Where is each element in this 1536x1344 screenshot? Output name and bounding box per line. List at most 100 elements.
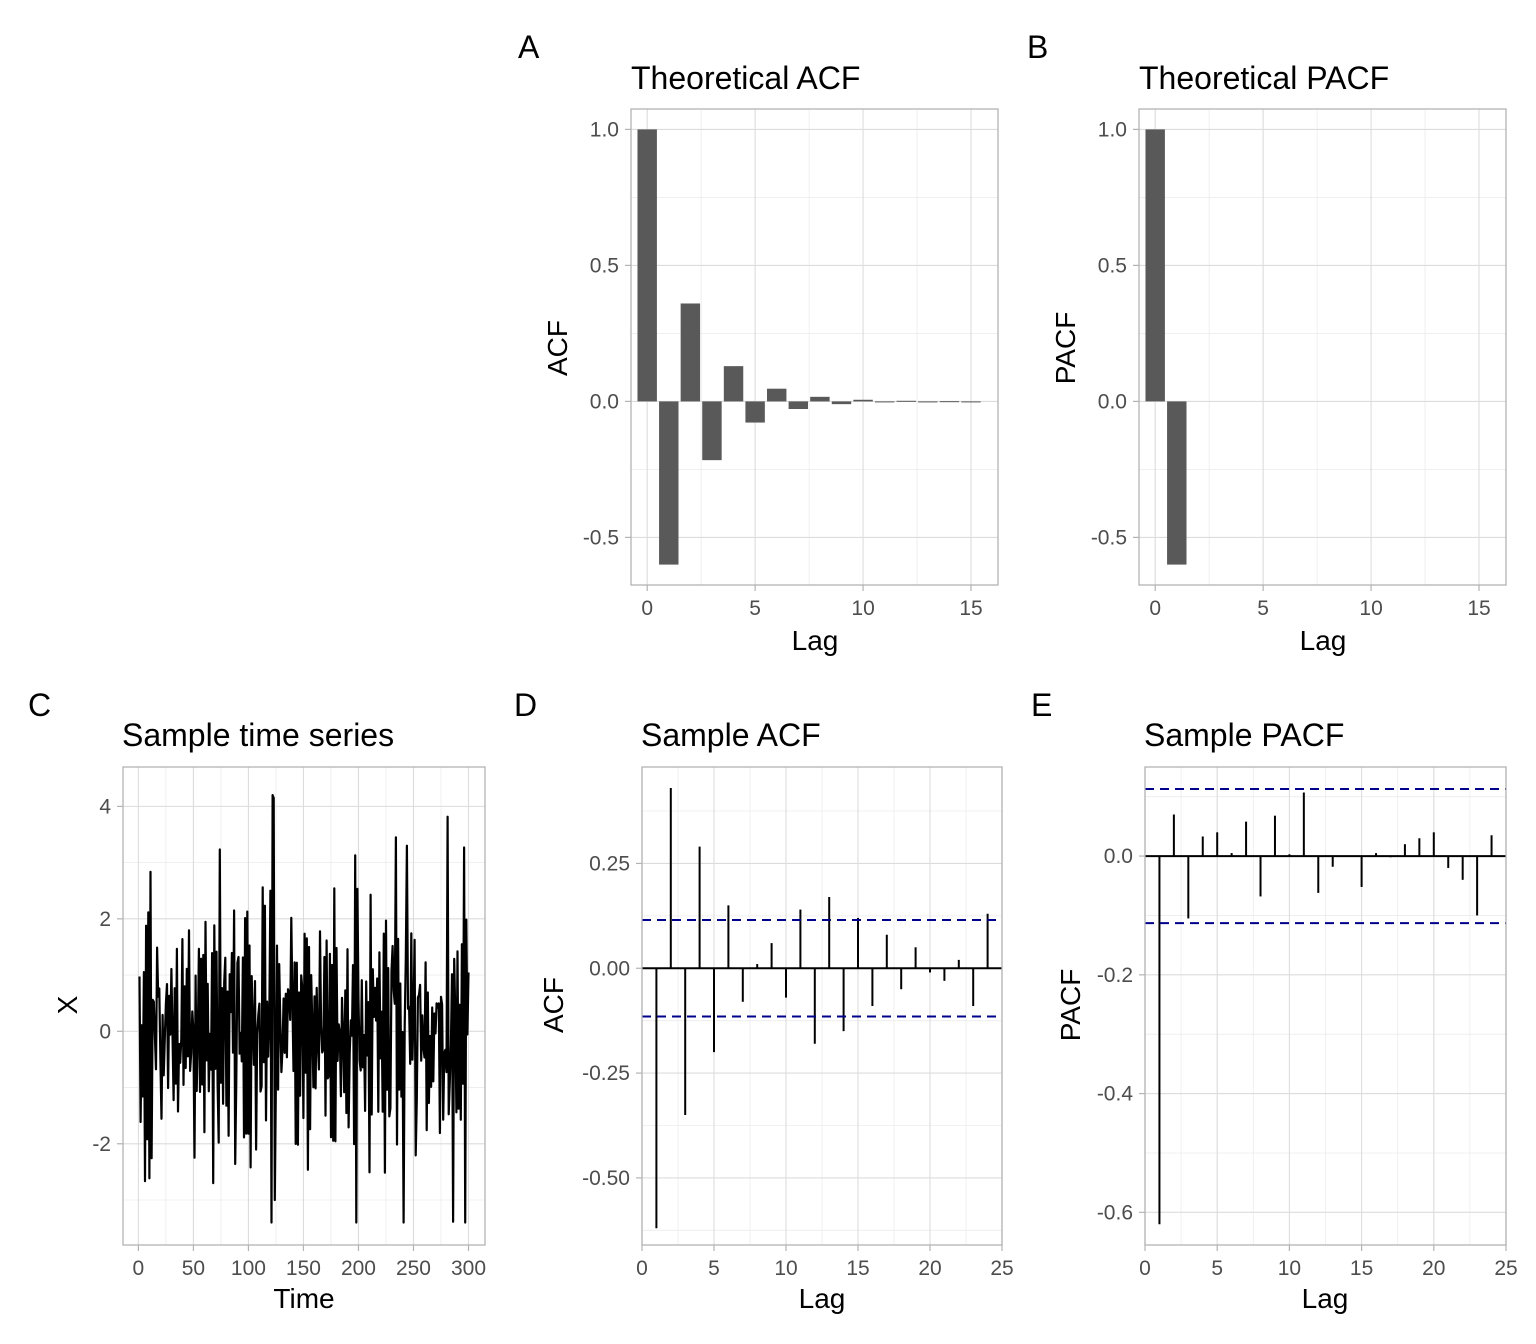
x-tick-label: 15 xyxy=(1467,597,1490,620)
x-tick-label: 0 xyxy=(636,1257,648,1280)
panel-border xyxy=(641,766,1003,1246)
bar-lag-1 xyxy=(659,401,679,565)
bar-lag-14 xyxy=(939,401,960,403)
panel-title-e: Sample PACF xyxy=(1144,717,1344,753)
plot-area-c: 0 50 100 150 200 250 300 -2 0 2 4 xyxy=(92,766,486,1280)
y-axis-title-a: ACF xyxy=(542,320,573,376)
y-tick-label: -0.5 xyxy=(1091,526,1127,549)
y-tick-label: 0.0 xyxy=(590,390,619,413)
y-tick-label: 2 xyxy=(99,908,111,931)
panel-e: E Sample PACF Lag PACF 0 5 10 15 20 25 -0.6 -0.… xyxy=(1031,687,1518,1314)
bar-lag-6 xyxy=(767,388,787,402)
panel-letter-a: A xyxy=(518,29,540,65)
x-tick-label: 15 xyxy=(1350,1257,1373,1280)
plot-area-a: 0 5 10 15 -0.5 0.0 0.5 1.0 xyxy=(583,108,999,620)
plot-area-e: 0 5 10 15 20 25 -0.6 -0.4 -0.2 0.0 xyxy=(1097,766,1518,1280)
panel-title-a: Theoretical ACF xyxy=(631,60,860,96)
x-tick-label: 20 xyxy=(1422,1257,1445,1280)
y-tick-label: -0.6 xyxy=(1097,1201,1133,1224)
bar-lag-15 xyxy=(961,401,981,403)
panel-border xyxy=(1144,766,1507,1246)
x-tick-label: 5 xyxy=(1257,597,1269,620)
bar-lag-11 xyxy=(874,401,895,403)
x-tick-label: 250 xyxy=(396,1257,431,1280)
x-tick-label: 300 xyxy=(451,1257,486,1280)
plot-area-d: 0 5 10 15 20 25 -0.50 -0.25 0.00 0.25 xyxy=(582,766,1014,1280)
bar-lag-10 xyxy=(853,399,873,402)
x-axis-title-c: Time xyxy=(273,1283,334,1314)
bar-lag-0 xyxy=(1145,129,1165,402)
bar-lag-5 xyxy=(745,401,765,423)
y-tick-label: 0.5 xyxy=(1098,254,1127,277)
panel-letter-d: D xyxy=(514,687,537,723)
y-axis-title-d: ACF xyxy=(538,977,569,1033)
x-tick-label: 15 xyxy=(846,1257,869,1280)
panel-c: C Sample time series Time X 0 50 100 150 200… xyxy=(28,687,486,1314)
y-tick-label: 0.5 xyxy=(590,254,619,277)
y-tick-label: -0.4 xyxy=(1097,1083,1134,1106)
panel-title-d: Sample ACF xyxy=(641,717,821,753)
x-tick-label: 10 xyxy=(851,597,874,620)
x-tick-label: 0 xyxy=(641,597,653,620)
y-tick-label: 0.25 xyxy=(589,852,630,875)
x-tick-label: 50 xyxy=(182,1257,205,1280)
bar-lag-3 xyxy=(702,401,722,461)
panel-title-c: Sample time series xyxy=(122,717,394,753)
y-tick-label: 0.0 xyxy=(1104,845,1133,868)
x-tick-label: 25 xyxy=(990,1257,1013,1280)
y-tick-label: 1.0 xyxy=(590,118,619,141)
plot-area-b: 0 5 10 15 -0.5 0.0 0.5 1.0 xyxy=(1091,108,1507,620)
x-tick-label: 5 xyxy=(708,1257,720,1280)
x-axis-title-b: Lag xyxy=(1300,625,1347,656)
x-tick-label: 5 xyxy=(749,597,761,620)
panel-d: D Sample ACF Lag ACF 0 5 10 15 20 25 -0.50 -0.2… xyxy=(514,687,1014,1314)
panel-title-b: Theoretical PACF xyxy=(1139,60,1389,96)
y-tick-label: -0.25 xyxy=(582,1062,630,1085)
y-axis-title-c: X xyxy=(52,995,83,1014)
panel-letter-c: C xyxy=(28,687,51,723)
panel-letter-e: E xyxy=(1031,687,1052,723)
bar-lag-8 xyxy=(810,396,830,402)
y-axis-title-e: PACF xyxy=(1055,969,1086,1042)
bar-lag-9 xyxy=(831,401,852,405)
bar-lag-13 xyxy=(918,401,938,403)
x-tick-label: 0 xyxy=(133,1257,145,1280)
time-series-line xyxy=(138,794,470,1224)
bar-lag-0 xyxy=(637,129,657,402)
x-tick-label: 20 xyxy=(918,1257,941,1280)
y-tick-label: -0.50 xyxy=(582,1167,630,1190)
x-tick-label: 0 xyxy=(1139,1257,1151,1280)
x-axis-title-d: Lag xyxy=(799,1283,846,1314)
y-tick-label: -2 xyxy=(92,1133,111,1156)
x-tick-label: 15 xyxy=(959,597,982,620)
panel-letter-b: B xyxy=(1027,29,1048,65)
x-axis-title-a: Lag xyxy=(792,625,839,656)
y-tick-label: 4 xyxy=(99,795,111,818)
y-tick-label: 0.0 xyxy=(1098,390,1127,413)
y-tick-label: -0.5 xyxy=(583,526,619,549)
bar-lag-7 xyxy=(788,401,809,410)
bar-lag-1 xyxy=(1167,401,1187,565)
bar-lag-2 xyxy=(680,303,701,402)
y-tick-label: 1.0 xyxy=(1098,118,1127,141)
bar-lag-12 xyxy=(896,400,916,402)
x-tick-label: 10 xyxy=(774,1257,797,1280)
y-tick-label: 0.00 xyxy=(589,957,630,980)
bar-lag-4 xyxy=(723,366,744,402)
y-axis-title-b: PACF xyxy=(1050,312,1081,385)
panel-border xyxy=(1138,108,1507,586)
x-axis-title-e: Lag xyxy=(1302,1283,1349,1314)
x-tick-label: 200 xyxy=(341,1257,376,1280)
panel-border xyxy=(630,108,999,586)
y-tick-label: -0.2 xyxy=(1097,964,1133,987)
x-tick-label: 25 xyxy=(1494,1257,1517,1280)
panel-b: B Theoretical PACF Lag PACF 0 5 10 15 -0.5 0.… xyxy=(1027,29,1507,656)
x-tick-label: 10 xyxy=(1278,1257,1301,1280)
x-tick-label: 100 xyxy=(231,1257,266,1280)
x-tick-label: 5 xyxy=(1211,1257,1223,1280)
y-tick-label: 0 xyxy=(99,1020,111,1043)
panel-a: A Theoretical ACF Lag ACF 0 5 10 15-0.50.00… xyxy=(518,29,999,656)
x-tick-label: 0 xyxy=(1149,597,1161,620)
x-tick-label: 150 xyxy=(286,1257,321,1280)
